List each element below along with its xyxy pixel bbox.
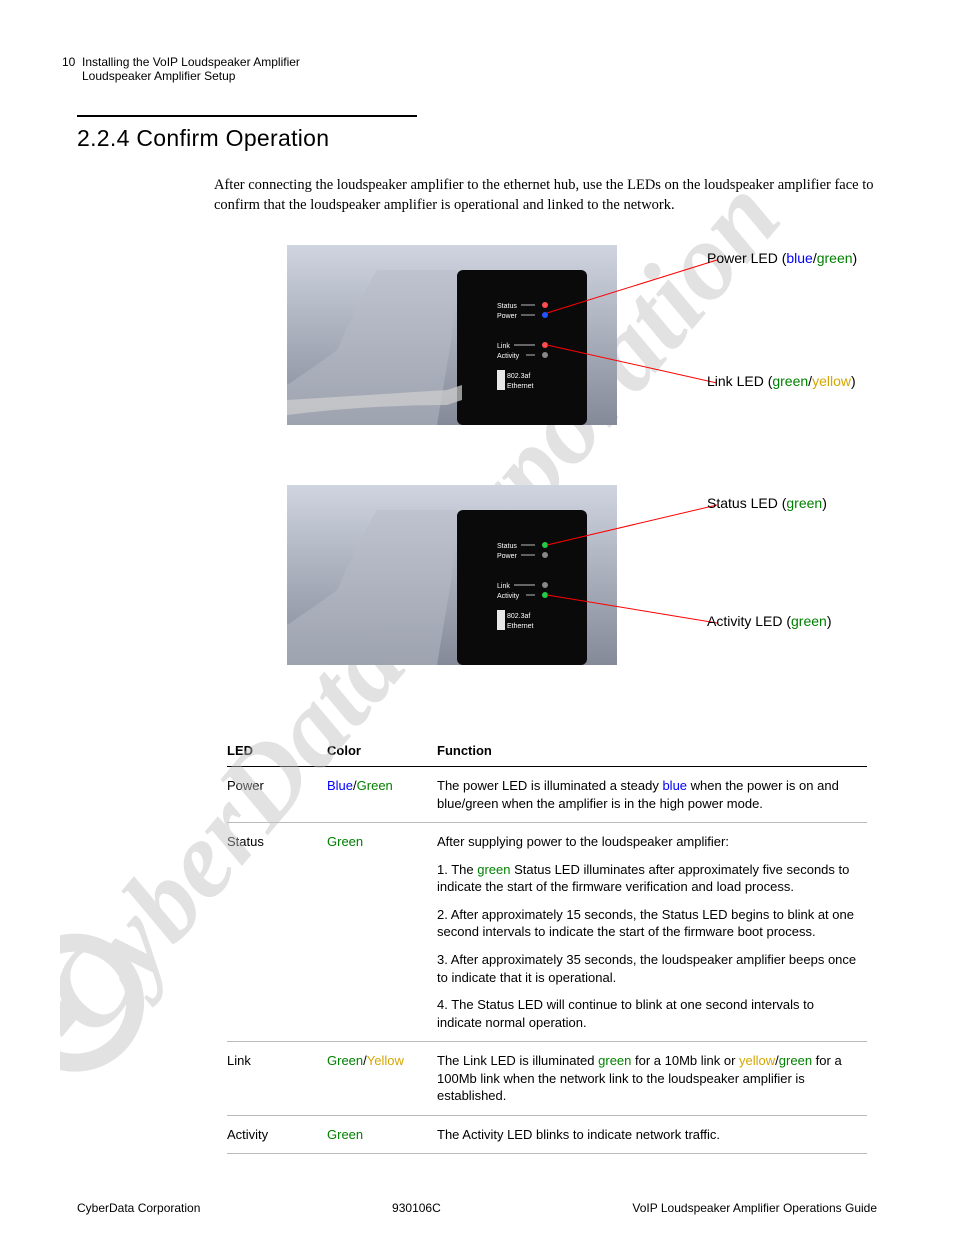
led-table: LED Color Function PowerBlue/GreenThe po… — [227, 735, 867, 1154]
th-color: Color — [327, 735, 437, 767]
svg-text:Activity: Activity — [497, 593, 520, 600]
cell-led: Link — [227, 1042, 327, 1116]
footer-center: 930106C — [392, 1201, 441, 1215]
intro-paragraph: After connecting the loudspeaker amplifi… — [214, 176, 877, 215]
table-row: ActivityGreenThe Activity LED blinks to … — [227, 1115, 867, 1154]
svg-text:Ethernet: Ethernet — [507, 623, 534, 630]
cell-color: Blue/Green — [327, 767, 437, 823]
cell-color: Green — [327, 1115, 437, 1154]
running-header: Installing the VoIP Loudspeaker Amplifie… — [82, 55, 300, 83]
cell-led: Power — [227, 767, 327, 823]
table-row: LinkGreen/YellowThe Link LED is illumina… — [227, 1042, 867, 1116]
table-row: PowerBlue/GreenThe power LED is illumina… — [227, 767, 867, 823]
footer-right: VoIP Loudspeaker Amplifier Operations Gu… — [632, 1201, 877, 1215]
callout-power-led: Power LED (blue/green) — [707, 250, 857, 266]
panel-label-status: Status — [497, 303, 517, 310]
svg-text:802.3af: 802.3af — [507, 613, 530, 620]
svg-text:Power: Power — [497, 553, 518, 560]
panel-label-eth2: Ethernet — [507, 383, 534, 390]
header-line-1: Installing the VoIP Loudspeaker Amplifie… — [82, 55, 300, 69]
cell-color: Green/Yellow — [327, 1042, 437, 1116]
svg-text:Link: Link — [497, 583, 510, 590]
cell-function: The Link LED is illuminated green for a … — [437, 1042, 867, 1116]
figure-area: Status Power Link Activity 802.3af Ether… — [287, 245, 877, 715]
cell-led: Activity — [227, 1115, 327, 1154]
cell-color: Green — [327, 823, 437, 1042]
activity-led-dot — [542, 352, 548, 358]
cell-function: The power LED is illuminated a steady bl… — [437, 767, 867, 823]
status-led-dot — [542, 302, 548, 308]
cell-function: After supplying power to the loudspeaker… — [437, 823, 867, 1042]
callout-status-led: Status LED (green) — [707, 495, 827, 511]
device-image-2: Status Power Link Activity 802.3af Ether… — [287, 485, 617, 665]
power-led-dot — [542, 312, 548, 318]
page-footer: CyberData Corporation 930106C VoIP Louds… — [77, 1201, 877, 1215]
th-led: LED — [227, 735, 327, 767]
panel-label-eth1: 802.3af — [507, 373, 530, 380]
cell-function: The Activity LED blinks to indicate netw… — [437, 1115, 867, 1154]
panel-label-link: Link — [497, 343, 510, 350]
device-image-1: Status Power Link Activity 802.3af Ether… — [287, 245, 617, 425]
page-number: 10 — [62, 55, 75, 69]
cell-led: Status — [227, 823, 327, 1042]
svg-text:Status: Status — [497, 543, 517, 550]
th-function: Function — [437, 735, 867, 767]
panel-label-power: Power — [497, 313, 518, 320]
callout-activity-led: Activity LED (green) — [707, 613, 832, 629]
link-led-dot — [542, 342, 548, 348]
footer-left: CyberData Corporation — [77, 1201, 200, 1215]
section-rule — [77, 115, 417, 117]
callout-link-led: Link LED (green/yellow) — [707, 373, 856, 389]
table-row: StatusGreenAfter supplying power to the … — [227, 823, 867, 1042]
panel-label-activity: Activity — [497, 353, 520, 360]
header-line-2: Loudspeaker Amplifier Setup — [82, 69, 300, 83]
section-heading: 2.2.4 Confirm Operation — [77, 125, 877, 152]
